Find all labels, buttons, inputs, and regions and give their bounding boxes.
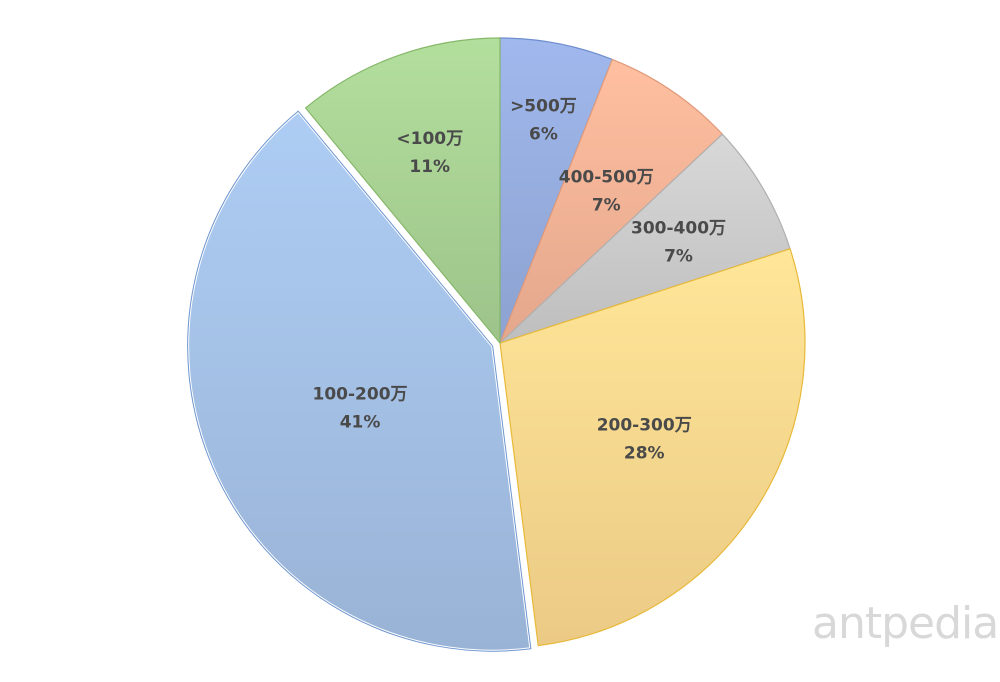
pie-slice	[499, 58, 724, 344]
slice-percent-label: 11%	[409, 157, 450, 177]
slice-percent-label: 6%	[529, 124, 558, 144]
slice-percent-label: 41%	[340, 413, 381, 433]
slice-category-label: <100万	[396, 129, 463, 149]
slice-percent-label: 7%	[664, 246, 693, 266]
antpedia-watermark: antpedia	[812, 598, 999, 649]
pie-slice	[499, 247, 806, 647]
slice-category-label: 100-200万	[313, 385, 408, 405]
slice-category-label: 300-400万	[631, 218, 726, 238]
pie-slice-outline	[187, 110, 532, 652]
slice-category-label: >500万	[510, 96, 577, 116]
slice-category-label: 200-300万	[597, 416, 692, 436]
slice-percent-label: 28%	[624, 444, 665, 464]
slice-category-label: 400-500万	[559, 168, 654, 188]
pie-slice	[499, 133, 791, 344]
slice-percent-label: 7%	[592, 196, 621, 216]
pie-slice	[304, 37, 501, 345]
